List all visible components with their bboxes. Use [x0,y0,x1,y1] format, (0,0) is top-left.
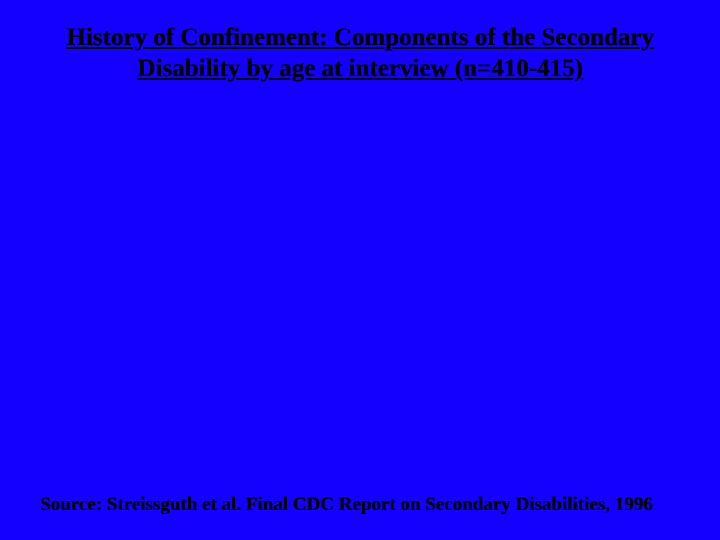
title-line-2: Disability by age at interview (n=410-41… [0,53,720,84]
slide-title-block: History of Confinement: Components of th… [0,0,720,85]
source-citation-block: Source: Streissguth et al. Final CDC Rep… [40,494,653,516]
title-line-1: History of Confinement: Components of th… [0,22,720,53]
source-citation-text: Source: Streissguth et al. Final CDC Rep… [40,494,653,515]
